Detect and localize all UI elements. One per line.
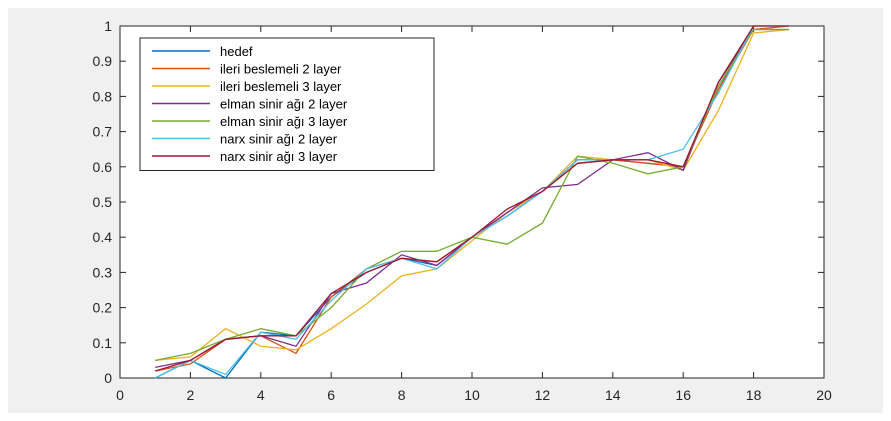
y-tick-label: 0.9 xyxy=(93,53,113,69)
x-tick-label: 6 xyxy=(327,387,335,403)
y-tick-label: 0.5 xyxy=(93,194,113,210)
y-tick-label: 0.3 xyxy=(93,264,113,280)
y-tick-label: 0.4 xyxy=(93,229,113,245)
x-tick-label: 18 xyxy=(746,387,762,403)
y-tick-label: 0 xyxy=(104,370,112,386)
legend-entry-label: elman sinir ağı 3 layer xyxy=(220,114,348,129)
y-tick-label: 0.7 xyxy=(93,124,113,140)
x-tick-label: 8 xyxy=(398,387,406,403)
legend-entry-label: hedef xyxy=(220,44,253,59)
legend-entry-label: elman sinir ağı 2 layer xyxy=(220,97,348,112)
figure-window: 0 2 4 6 8 10 12 14 16 18 20 0 0.1 0.2 0.3 0.4 0.5 0.6 0.7 0… xyxy=(8,8,883,413)
y-tick-label: 0.1 xyxy=(93,335,113,351)
series-lines xyxy=(154,25,789,379)
y-tick-label: 0.8 xyxy=(93,88,113,104)
x-tick-label: 10 xyxy=(464,387,480,403)
legend-entry-label: narx sinir ağı 3 layer xyxy=(220,149,338,164)
y-tick-label: 0.2 xyxy=(93,300,113,316)
y-tick-label: 1 xyxy=(104,18,112,34)
axis-ticks xyxy=(119,25,825,379)
x-tick-label: 12 xyxy=(535,387,551,403)
legend: hedef ileri beslemeli 2 layer ileri beslem… xyxy=(139,37,435,171)
legend-entry-label: narx sinir ağı 2 layer xyxy=(220,132,338,147)
y-tick-label: 0.6 xyxy=(93,159,113,175)
x-tick-label: 4 xyxy=(257,387,265,403)
x-tick-label: 14 xyxy=(605,387,621,403)
legend-entry-label: ileri beslemeli 3 layer xyxy=(220,79,342,94)
x-tick-label: 0 xyxy=(116,387,124,403)
series-line-7 xyxy=(155,25,789,372)
x-tick-label: 16 xyxy=(675,387,691,403)
x-tick-label: 2 xyxy=(187,387,195,403)
line-chart: 0 2 4 6 8 10 12 14 16 18 20 0 0.1 0.2 0.3 0.4 0.5 0.6 0.7 0… xyxy=(93,18,832,403)
tick-labels: 0 2 4 6 8 10 12 14 16 18 20 0 0.1 0.2 0.3 0.4 0.5 0.6 0.7 0… xyxy=(93,18,832,403)
legend-entry-label: ileri beslemeli 2 layer xyxy=(220,62,342,77)
x-tick-label: 20 xyxy=(816,387,832,403)
